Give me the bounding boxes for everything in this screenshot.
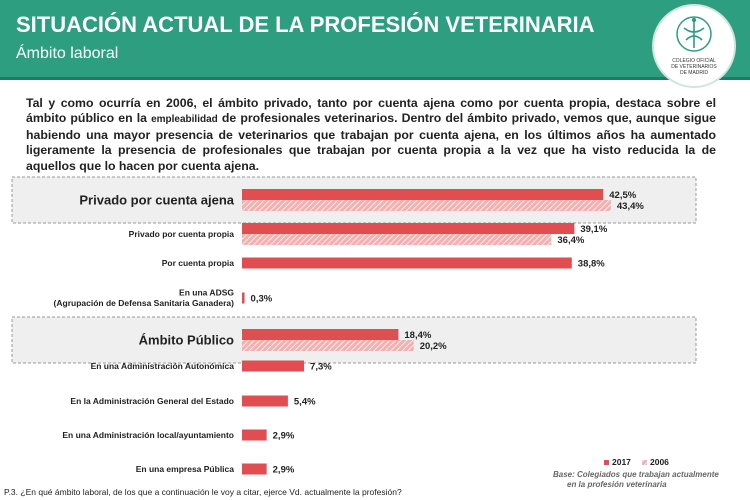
bar-2017 [242, 329, 399, 340]
crest-icon [676, 16, 712, 52]
bar-2006 [242, 234, 552, 245]
legend-swatch-2006 [642, 460, 647, 465]
category-label: Ámbito Público [139, 333, 234, 348]
bar-2017 [242, 257, 572, 269]
legend-swatch-2017 [604, 460, 609, 465]
base-note: Base: Colegiados que trabajan actualment… [553, 470, 719, 489]
category-label: En una Administración local/ayuntamiento [62, 430, 234, 440]
question-footnote: P.3. ¿En qué ámbito laboral, de los que … [4, 487, 402, 497]
data-label: 42,5% [609, 190, 636, 201]
data-label: 2,9% [273, 465, 295, 476]
bar-2017 [242, 429, 267, 441]
logo-text: COLEGIO OFICIAL DE VETERINARIOS DE MADRI… [671, 58, 717, 76]
category-label: En la Administración General del Estado [70, 396, 234, 406]
data-label: 0,3% [251, 294, 273, 305]
data-label: 36,4% [557, 235, 584, 246]
intro-paragraph: Tal y como ocurría en 2006, el ámbito pr… [26, 96, 717, 173]
data-label: 18,4% [404, 330, 431, 341]
page-subtitle: Ámbito laboral [16, 45, 119, 62]
bar-2017 [242, 223, 575, 234]
data-label: 5,4% [294, 397, 316, 408]
category-label: En una ADSG [179, 288, 234, 298]
bar-2017 [242, 189, 604, 200]
legend-label-2006: 2006 [650, 457, 669, 467]
category-label: Privado por cuenta ajena [79, 193, 234, 208]
data-label: 2,9% [273, 431, 295, 442]
data-label: 20,2% [420, 341, 447, 352]
bar-2017 [242, 360, 305, 372]
bar-2017 [242, 463, 267, 475]
data-label: 7,3% [310, 362, 332, 373]
bar-2017 [242, 395, 288, 407]
category-label: Por cuenta propia [162, 258, 235, 268]
legend-label-2017: 2017 [612, 457, 631, 467]
data-label: 43,4% [617, 201, 644, 212]
bar-2017 [242, 292, 245, 304]
data-label: 39,1% [580, 224, 607, 235]
header-divider [0, 77, 750, 80]
bar-2006 [242, 340, 414, 351]
category-label: (Agrupación de Defensa Sanitaria Ganader… [54, 298, 235, 308]
category-label: En una empresa Pública [136, 464, 235, 474]
header-bar: SITUACIÓN ACTUAL DE LA PROFESIÓN VETERIN… [0, 0, 750, 80]
data-label: 38,8% [578, 259, 605, 270]
college-logo: COLEGIO OFICIAL DE VETERINARIOS DE MADRI… [652, 4, 736, 88]
category-label: En una Administración Autonómica [91, 361, 235, 371]
bar-2006 [242, 200, 611, 211]
page-title: SITUACIÓN ACTUAL DE LA PROFESIÓN VETERIN… [16, 12, 595, 37]
category-label: Privado por cuenta propia [129, 229, 235, 239]
